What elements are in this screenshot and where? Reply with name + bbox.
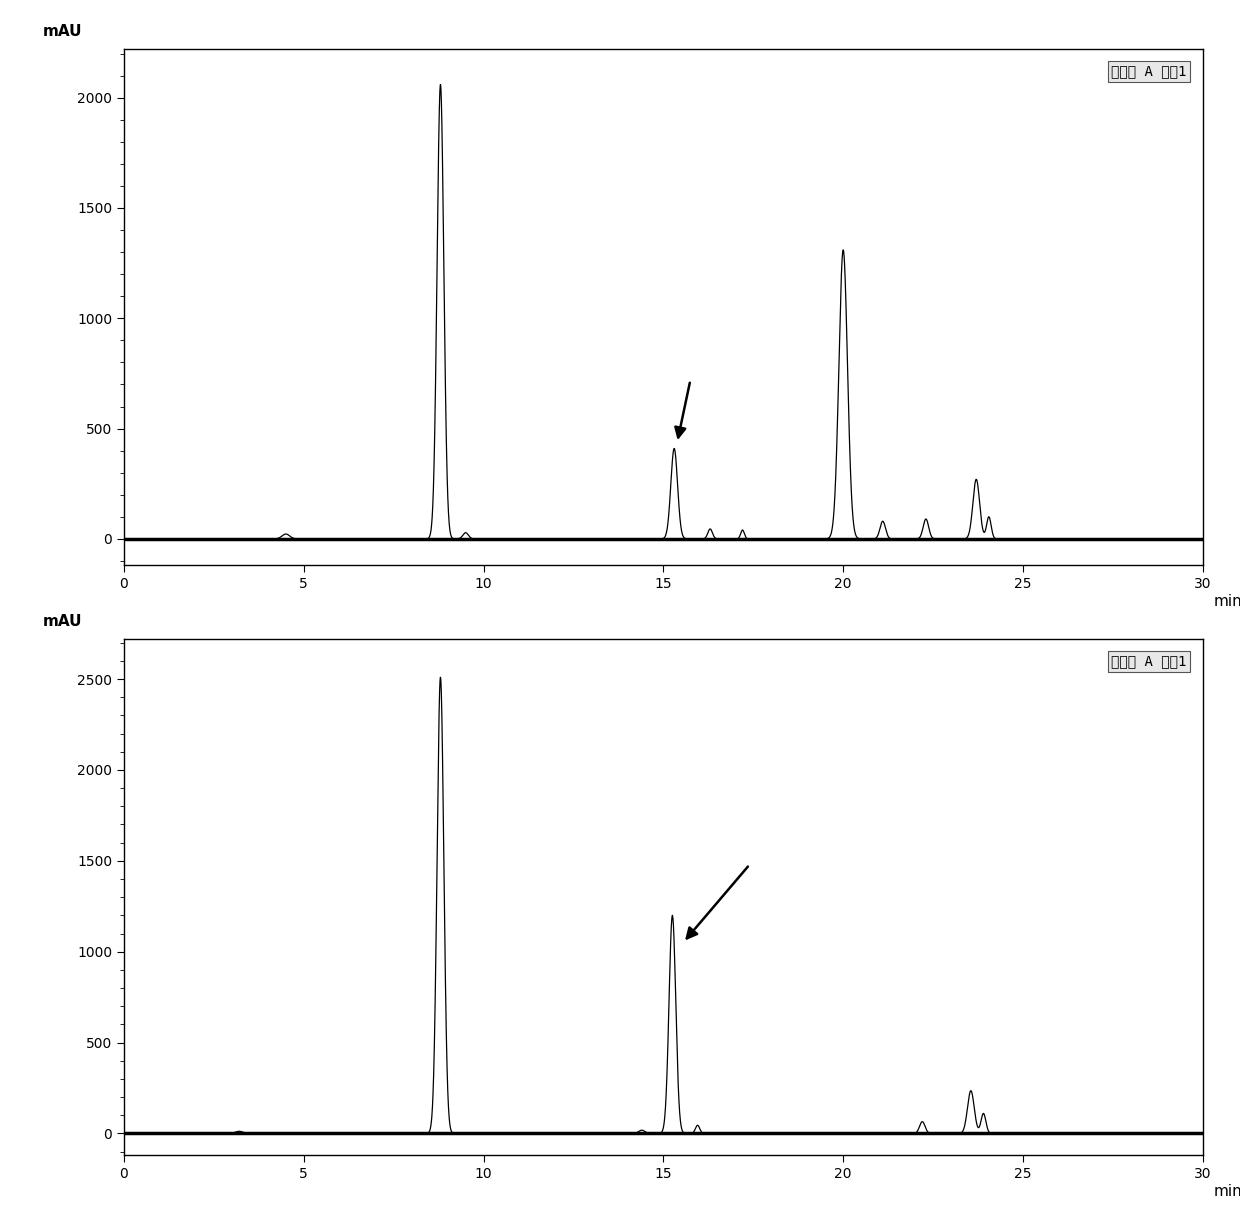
Text: 检测器 A 通道1: 检测器 A 通道1 — [1111, 65, 1187, 79]
Text: min: min — [1214, 594, 1240, 608]
Text: 检测器 A 通道1: 检测器 A 通道1 — [1111, 655, 1187, 669]
Text: min: min — [1214, 1184, 1240, 1198]
Text: mAU: mAU — [43, 613, 83, 629]
Text: mAU: mAU — [43, 23, 83, 39]
